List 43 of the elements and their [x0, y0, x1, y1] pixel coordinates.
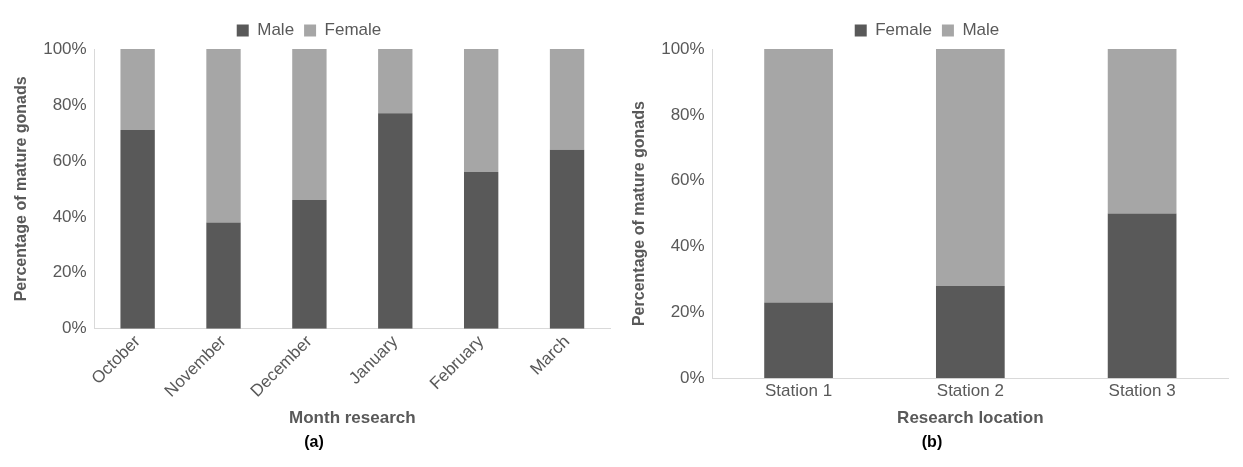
x-tick-label: Station 2 — [936, 381, 1004, 401]
legend-label: Female — [324, 20, 382, 40]
legend-label: Male — [962, 20, 1000, 40]
bar — [463, 172, 499, 329]
bar — [292, 200, 327, 329]
bar — [1107, 213, 1177, 379]
y-tick-label: 60% — [52, 150, 87, 170]
bar — [292, 49, 327, 201]
x-axis-title: Month research — [289, 408, 416, 428]
y-tick-label: 20% — [670, 302, 705, 322]
bar — [935, 286, 1005, 379]
y-tick-label: 100% — [661, 38, 705, 58]
bar — [764, 49, 833, 303]
legend-label: Male — [257, 20, 295, 40]
bar — [549, 49, 585, 150]
text: (a) — [303, 433, 325, 451]
legend-label: Female — [875, 20, 932, 40]
y-tick-label: 80% — [52, 94, 87, 114]
y-tick-label: 0% — [680, 367, 705, 387]
y-tick-label: 20% — [52, 262, 87, 282]
bar — [764, 302, 833, 379]
bar — [206, 222, 241, 329]
x-axis-title: Research location — [897, 408, 1044, 428]
y-axis-title: Percentage of mature gonads — [12, 76, 30, 302]
x-tick-label: Station 3 — [1108, 381, 1176, 401]
bar — [935, 49, 1005, 287]
bar — [378, 113, 413, 329]
x-tick-label: Station 1 — [765, 381, 833, 401]
bar — [549, 149, 585, 329]
bar — [206, 49, 241, 223]
bar — [120, 49, 155, 131]
y-tick-label: 100% — [43, 38, 87, 58]
y-tick-label: 60% — [670, 170, 705, 190]
y-axis-title: Percentage of mature gonads — [630, 101, 648, 327]
y-tick-label: 40% — [670, 236, 705, 256]
text: (b) — [920, 433, 944, 451]
y-tick-label: 80% — [670, 104, 705, 124]
bar — [1107, 49, 1177, 214]
y-tick-label: 40% — [52, 206, 87, 226]
y-tick-label: 0% — [62, 318, 87, 338]
bar — [120, 130, 155, 329]
bar — [463, 49, 499, 173]
bar — [378, 49, 413, 114]
